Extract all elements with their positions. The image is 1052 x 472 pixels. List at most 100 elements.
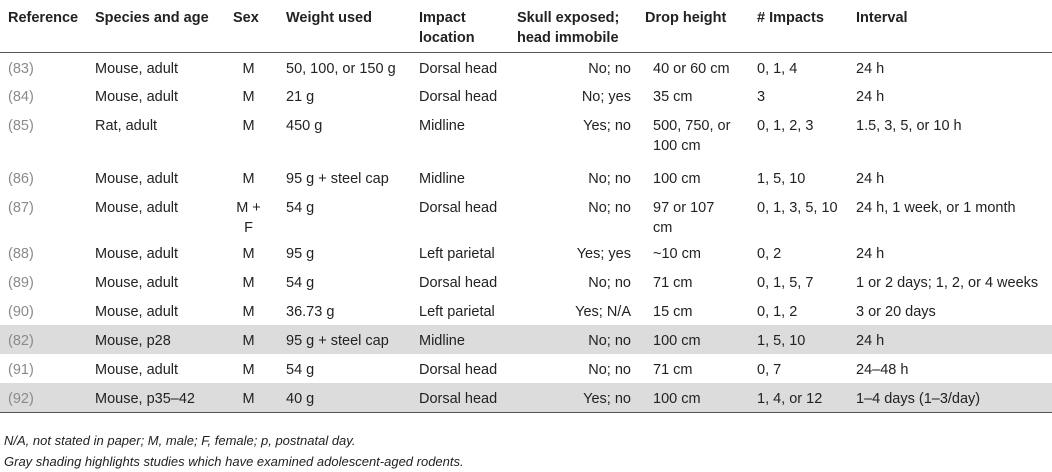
cell-drop-height: 15 cm [653,304,693,320]
cell-reference: (83) [8,60,34,77]
table-row: (83) Mouse, adult M 50, 100, or 150 g Dorsal… [0,52,1052,81]
cell-weight: 54 g [286,275,315,291]
header-impacts-text: # Impacts [757,10,824,26]
cell-interval: 24 h [856,60,885,77]
cell-impacts: 3 [757,89,766,105]
cell-interval: 24 h, 1 week, or 1 month [856,200,1016,216]
cell-interval: 3 or 20 days [856,304,936,320]
cell-drop-height: 97 or 107 cm [653,200,715,236]
cell-species: Mouse, adult [95,200,179,216]
cell-skull-exposed: No; no [588,171,631,187]
header-sex-text: Sex [233,10,259,26]
cell-interval: 24 h [856,325,1052,354]
table-row: (90) Mouse, adult M 36.73 g Left parietal Yes… [0,296,1052,325]
cell-interval: 24 h [856,89,885,105]
table-row: (88) Mouse, adult M 95 g Left parietal Yes; y… [0,238,1052,267]
cell-skull-exposed: Yes; N/A [575,304,631,320]
cell-impact-location: Dorsal head [419,275,498,291]
cell-impacts: 0, 1, 3, 5, 10 [757,200,838,216]
table-row: (85) Rat, adult M 450 g Midline Yes; no 500, 7… [0,110,1052,163]
cell-impacts: 0, 1, 5, 7 [757,275,814,291]
drop-weight-studies-table: Reference Species and age Sex Weight use… [0,0,1052,412]
cell-impact-location: Midline [419,325,517,354]
cell-drop-height: 35 cm [653,89,693,105]
cell-species: Mouse, adult [95,171,179,187]
table-row: (91) Mouse, adult M 54 g Dorsal head No; no 71… [0,354,1052,383]
cell-sex: M [242,304,255,320]
cell-skull-exposed: No; no [588,200,631,216]
cell-reference: (82) [0,325,95,354]
header-impact-location-line1: Impact [419,10,466,26]
cell-weight: 40 g [286,383,419,412]
header-reference: Reference [0,0,95,52]
cell-skull-exposed: Yes; no [517,383,645,412]
cell-skull-exposed: Yes; no [583,118,631,134]
cell-impact-location: Left parietal [419,304,495,320]
cell-drop-height: 500, 750, or 100 cm [653,118,731,154]
cell-species: Mouse, adult [95,60,179,77]
footnote-abbreviations: N/A, not stated in paper; M, male; F, fe… [4,433,356,448]
header-interval-text: Interval [856,10,908,26]
cell-species: Mouse, adult [95,89,179,105]
cell-reference: (88) [8,246,34,262]
cell-skull-exposed: Yes; yes [576,246,631,262]
cell-impact-location: Dorsal head [419,362,498,378]
table-row: (92) Mouse, p35–42 M 40 g Dorsal head Yes; no… [0,383,1052,412]
header-reference-text: Reference [8,10,79,26]
cell-species: Mouse, adult [95,304,179,320]
cell-sex: M [242,89,255,105]
table-row: (86) Mouse, adult M 95 g + steel cap Midline… [0,163,1052,192]
cell-impact-location: Midline [419,118,465,134]
cell-weight: 95 g + steel cap [286,171,389,187]
cell-species: Mouse, p35–42 [95,383,233,412]
cell-impact-location: Midline [419,171,465,187]
cell-impact-location: Dorsal head [419,60,498,77]
cell-reference: (86) [8,171,34,187]
cell-weight: 95 g [286,246,315,262]
footnote-shading: Gray shading highlights studies which ha… [4,454,464,469]
cell-species: Mouse, adult [95,246,179,262]
cell-sex: M [242,171,255,187]
cell-interval: 24 h [856,171,885,187]
table-row: (89) Mouse, adult M 54 g Dorsal head No; no 71… [0,267,1052,296]
cell-interval: 1 or 2 days; 1, 2, or 4 weeks [856,275,1039,291]
cell-sex: M [242,60,255,77]
cell-reference: (90) [8,304,34,320]
cell-sex: M [242,118,255,134]
cell-weight: 54 g [286,362,315,378]
cell-impacts: 1, 5, 10 [757,325,856,354]
header-skull-exposed: Skull exposed; head immobile [517,0,645,52]
cell-reference: (91) [8,362,34,378]
cell-weight: 450 g [286,118,323,134]
cell-impacts: 1, 5, 10 [757,171,806,187]
cell-sex: M [242,362,255,378]
cell-sex: M [242,275,255,291]
header-drop-height: Drop height [645,0,757,52]
cell-weight: 21 g [286,89,315,105]
cell-impact-location: Left parietal [419,246,495,262]
cell-weight: 36.73 g [286,304,335,320]
header-skull-line2: head immobile [517,30,619,46]
cell-impacts: 1, 4, or 12 [757,383,856,412]
header-species-text: Species and age [95,10,209,26]
table-row: (87) Mouse, adult M + F 54 g Dorsal head No; … [0,192,1052,238]
header-row: Reference Species and age Sex Weight use… [0,0,1052,52]
header-impact-location: Impact location [419,0,517,52]
cell-weight: 95 g + steel cap [286,325,419,354]
cell-sex: M + F [236,200,261,236]
header-impacts: # Impacts [757,0,856,52]
cell-reference: (85) [8,118,34,134]
cell-impacts: 0, 2 [757,246,782,262]
table-footnotes: N/A, not stated in paper; M, male; F, fe… [4,430,464,472]
cell-interval: 1.5, 3, 5, or 10 h [856,118,962,134]
cell-reference: (92) [0,383,95,412]
header-impact-location-line2: location [419,30,475,46]
cell-drop-height: ~10 cm [653,246,701,262]
header-weight-text: Weight used [286,10,372,26]
header-weight: Weight used [286,0,419,52]
cell-sex: M [242,246,255,262]
cell-drop-height: 100 cm [645,325,757,354]
header-skull-line1: Skull exposed; [517,10,620,26]
cell-impact-location: Dorsal head [419,89,498,105]
